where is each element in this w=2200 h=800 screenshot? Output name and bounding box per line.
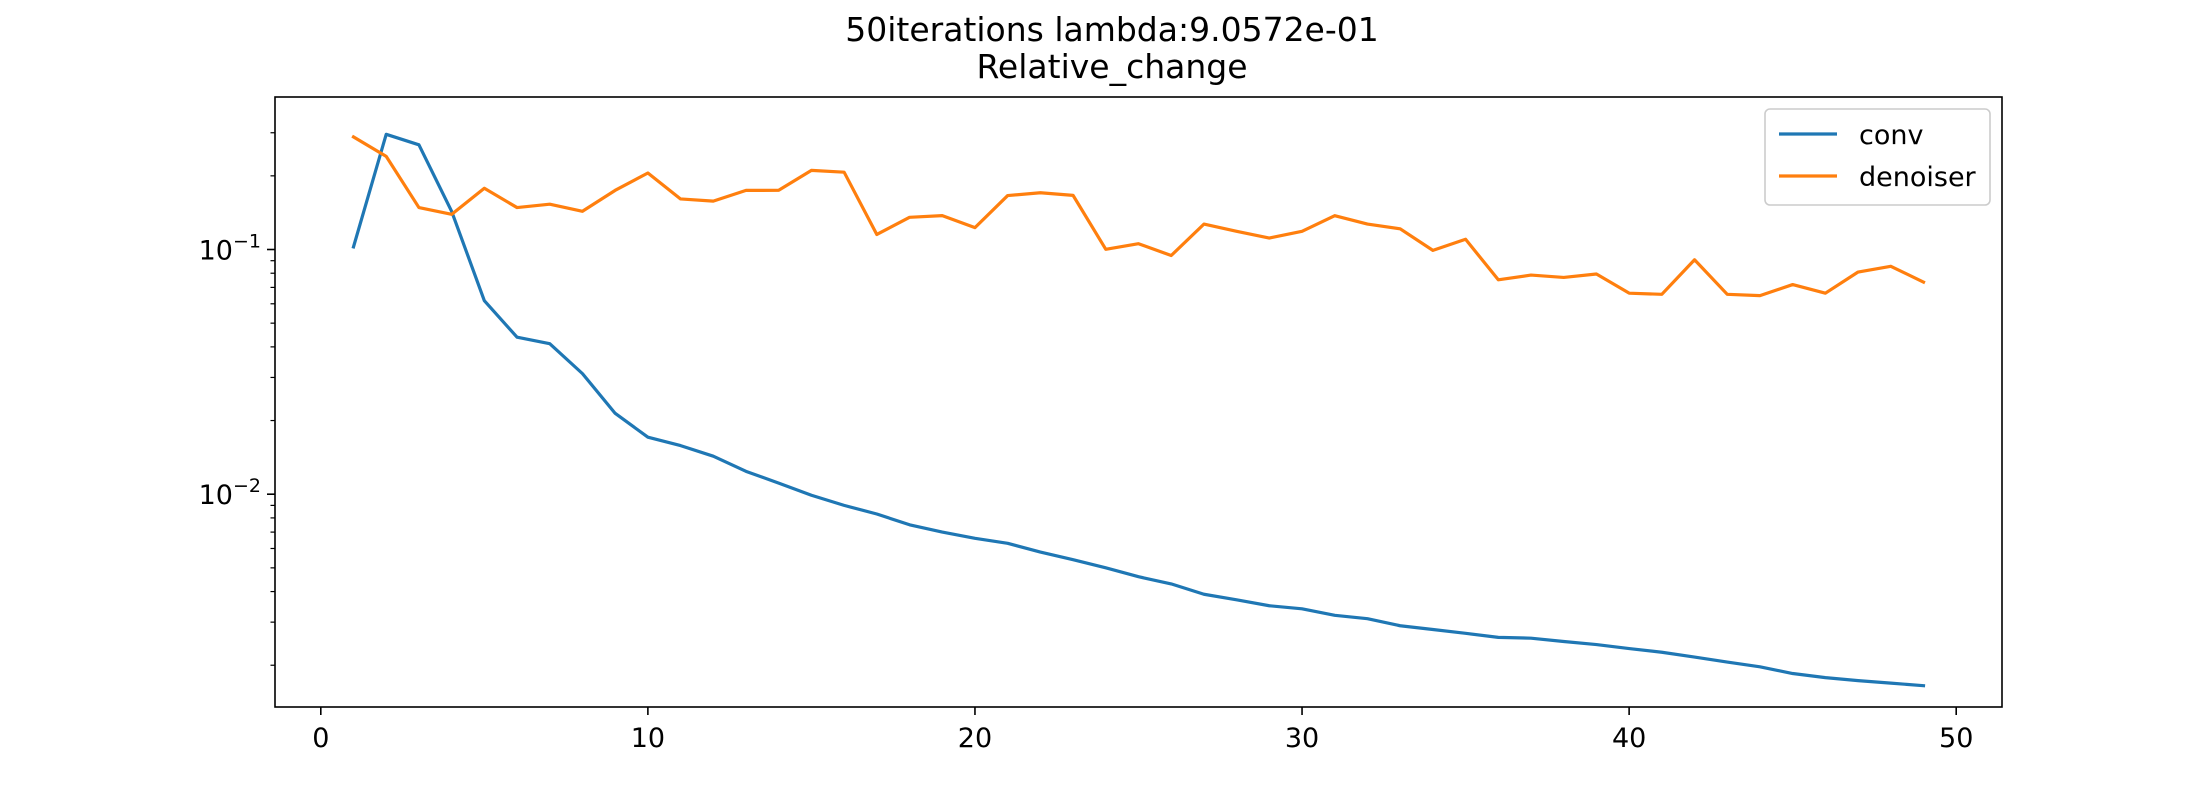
y-tick-label: 10−2	[199, 475, 261, 511]
plot-area-frame	[274, 96, 2003, 708]
x-tick-label: 30	[1285, 723, 1319, 754]
legend-label-conv: conv	[1859, 120, 1923, 151]
chart-title: 50iterations lambda:9.0572e-01	[845, 10, 1379, 49]
x-tick-label: 20	[958, 723, 992, 754]
x-tick-label: 10	[631, 723, 665, 754]
series-line-denoiser	[351, 134, 1926, 298]
x-tick-label: 50	[1939, 723, 1973, 754]
legend-label-denoiser: denoiser	[1859, 162, 1977, 193]
series-layer	[351, 132, 1926, 688]
chart-subtitle: Relative_change	[976, 47, 1247, 86]
axes-layer: 0 10 20 30 40 50 10−2 10−1	[199, 132, 1973, 754]
x-tick-label: 40	[1612, 723, 1646, 754]
y-tick-label: 10−1	[199, 231, 261, 267]
x-tick-label: 0	[312, 723, 329, 754]
legend: conv denoiser	[1764, 108, 1991, 206]
series-line-conv	[351, 132, 1926, 688]
